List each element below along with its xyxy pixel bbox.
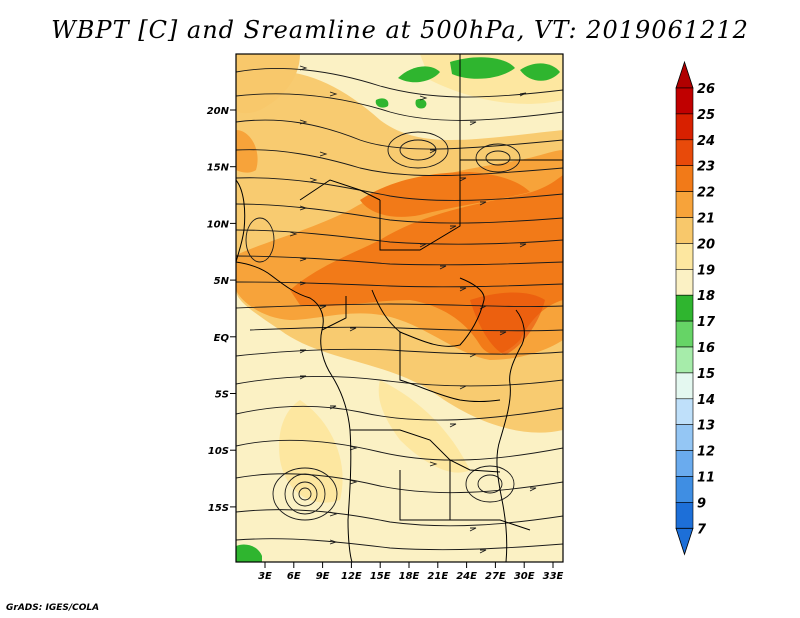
colorbar-label: 7: [697, 522, 707, 537]
longitude-axis: 3E 6E 9E 12E 15E 18E 21E 24E 27E 30E 33E: [258, 562, 564, 582]
lat-label: 15S: [208, 503, 229, 514]
colorbar-label: 23: [697, 160, 715, 175]
colorbar-top-arrow: [675, 60, 694, 89]
colorbar: 26 25 24 23 22 21 20 19 18 17 16 15 14 13 12 11 9 7: [675, 60, 716, 556]
lon-label: 15E: [370, 571, 391, 582]
colorbar-label: 13: [697, 419, 715, 434]
colorbar-label: 12: [697, 445, 715, 460]
lon-label: 12E: [341, 571, 362, 582]
lon-label: 3E: [258, 571, 272, 582]
colorbar-swatch: [675, 294, 694, 322]
colorbar-swatch: [675, 424, 694, 451]
lat-label: 5S: [215, 390, 229, 401]
colorbar-label: 9: [697, 496, 706, 511]
colorbar-swatch: [675, 113, 694, 141]
streamlines: [236, 65, 563, 554]
colorbar-label: 18: [697, 289, 715, 304]
lon-label: 24E: [456, 571, 477, 582]
lon-label: 18E: [399, 571, 420, 582]
colorbar-bottom-arrow: [675, 527, 694, 556]
colorbar-label: 22: [697, 186, 715, 201]
colorbar-swatch: [675, 268, 694, 296]
footer-credit: GrADS: IGES/COLA: [6, 603, 100, 613]
colorbar-label: 15: [697, 367, 715, 382]
lon-label: 9E: [316, 571, 330, 582]
map-frame: [235, 53, 564, 563]
lat-label: EQ: [214, 333, 230, 344]
colorbar-swatch: [675, 502, 694, 529]
colorbar-swatch: [675, 165, 694, 192]
colorbar-swatch: [675, 217, 694, 244]
lat-label: 10S: [208, 446, 229, 457]
lon-label: 6E: [287, 571, 301, 582]
colorbar-label: 26: [697, 82, 715, 97]
lon-label: 33E: [543, 571, 564, 582]
colorbar-label: 16: [697, 341, 715, 356]
colorbar-swatch: [675, 320, 694, 348]
colorbar-label: 14: [697, 393, 715, 408]
colorbar-label: 21: [697, 212, 715, 227]
colorbar-swatch: [675, 87, 694, 115]
colorbar-swatch: [675, 372, 694, 400]
chart-title: WBPT [C] and Sreamline at 500hPa, VT: 20…: [51, 16, 749, 44]
lon-label: 21E: [427, 571, 448, 582]
colorbar-label: 11: [697, 471, 715, 486]
colorbar-label: 24: [697, 134, 715, 149]
country-borders: [236, 54, 563, 562]
colorbar-swatch: [675, 346, 694, 374]
colorbar-swatch: [675, 398, 694, 425]
colorbar-label: 20: [697, 237, 715, 252]
lon-label: 27E: [485, 571, 506, 582]
colorbar-label: 19: [697, 263, 715, 278]
lon-label: 30E: [514, 571, 535, 582]
latitude-axis: 20N 15N 10N 5N EQ 5S 10S 15S: [207, 106, 236, 514]
colorbar-label: 25: [697, 108, 715, 123]
colorbar-swatch: [675, 476, 694, 503]
lat-label: 10N: [207, 219, 230, 230]
colorbar-swatch: [675, 139, 694, 167]
colorbar-label: 17: [697, 315, 716, 330]
colorbar-swatch: [675, 450, 694, 477]
colorbar-swatch: [675, 243, 694, 270]
lat-label: 15N: [207, 163, 230, 174]
lat-label: 20N: [207, 106, 230, 117]
lat-label: 5N: [214, 276, 230, 287]
colorbar-swatch: [675, 191, 694, 218]
